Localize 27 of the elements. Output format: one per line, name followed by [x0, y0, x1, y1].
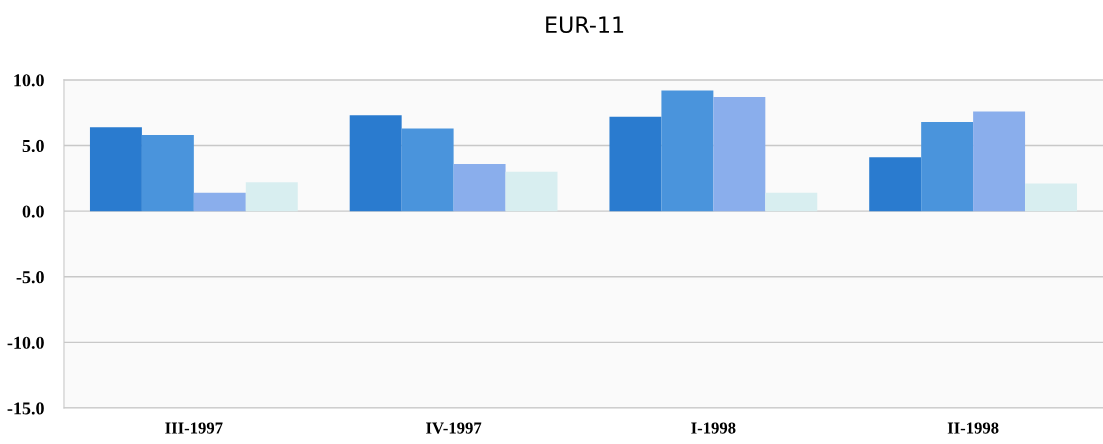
bar: [973, 111, 1026, 212]
bar: [453, 163, 506, 212]
bar: [505, 171, 558, 212]
y-tick-label: -10.0: [7, 336, 44, 349]
bar: [609, 116, 662, 212]
y-tick-label: -15.0: [7, 402, 44, 415]
x-tick-label: IV-1997: [426, 422, 482, 434]
bar: [401, 128, 454, 212]
chart-title: EUR-11: [546, 16, 624, 34]
bar: [765, 192, 818, 212]
y-tick-label: 5.0: [22, 139, 44, 153]
bar: [1025, 183, 1078, 212]
bar: [921, 121, 974, 212]
x-tick-label: III-1997: [165, 422, 223, 434]
x-tick-label: II-1998: [947, 422, 999, 434]
bar: [245, 182, 298, 212]
bar: [713, 96, 766, 212]
bar: [89, 127, 142, 212]
y-tick-label: 10.0: [14, 74, 44, 87]
bar: [661, 90, 714, 212]
y-tick-label: -5.0: [16, 271, 44, 284]
x-tick-label: I-1998: [691, 422, 736, 434]
bar: [193, 192, 246, 212]
bar: [141, 135, 194, 212]
bar: [349, 115, 402, 212]
bar: [869, 157, 922, 212]
y-tick-label: 0.0: [22, 205, 44, 218]
